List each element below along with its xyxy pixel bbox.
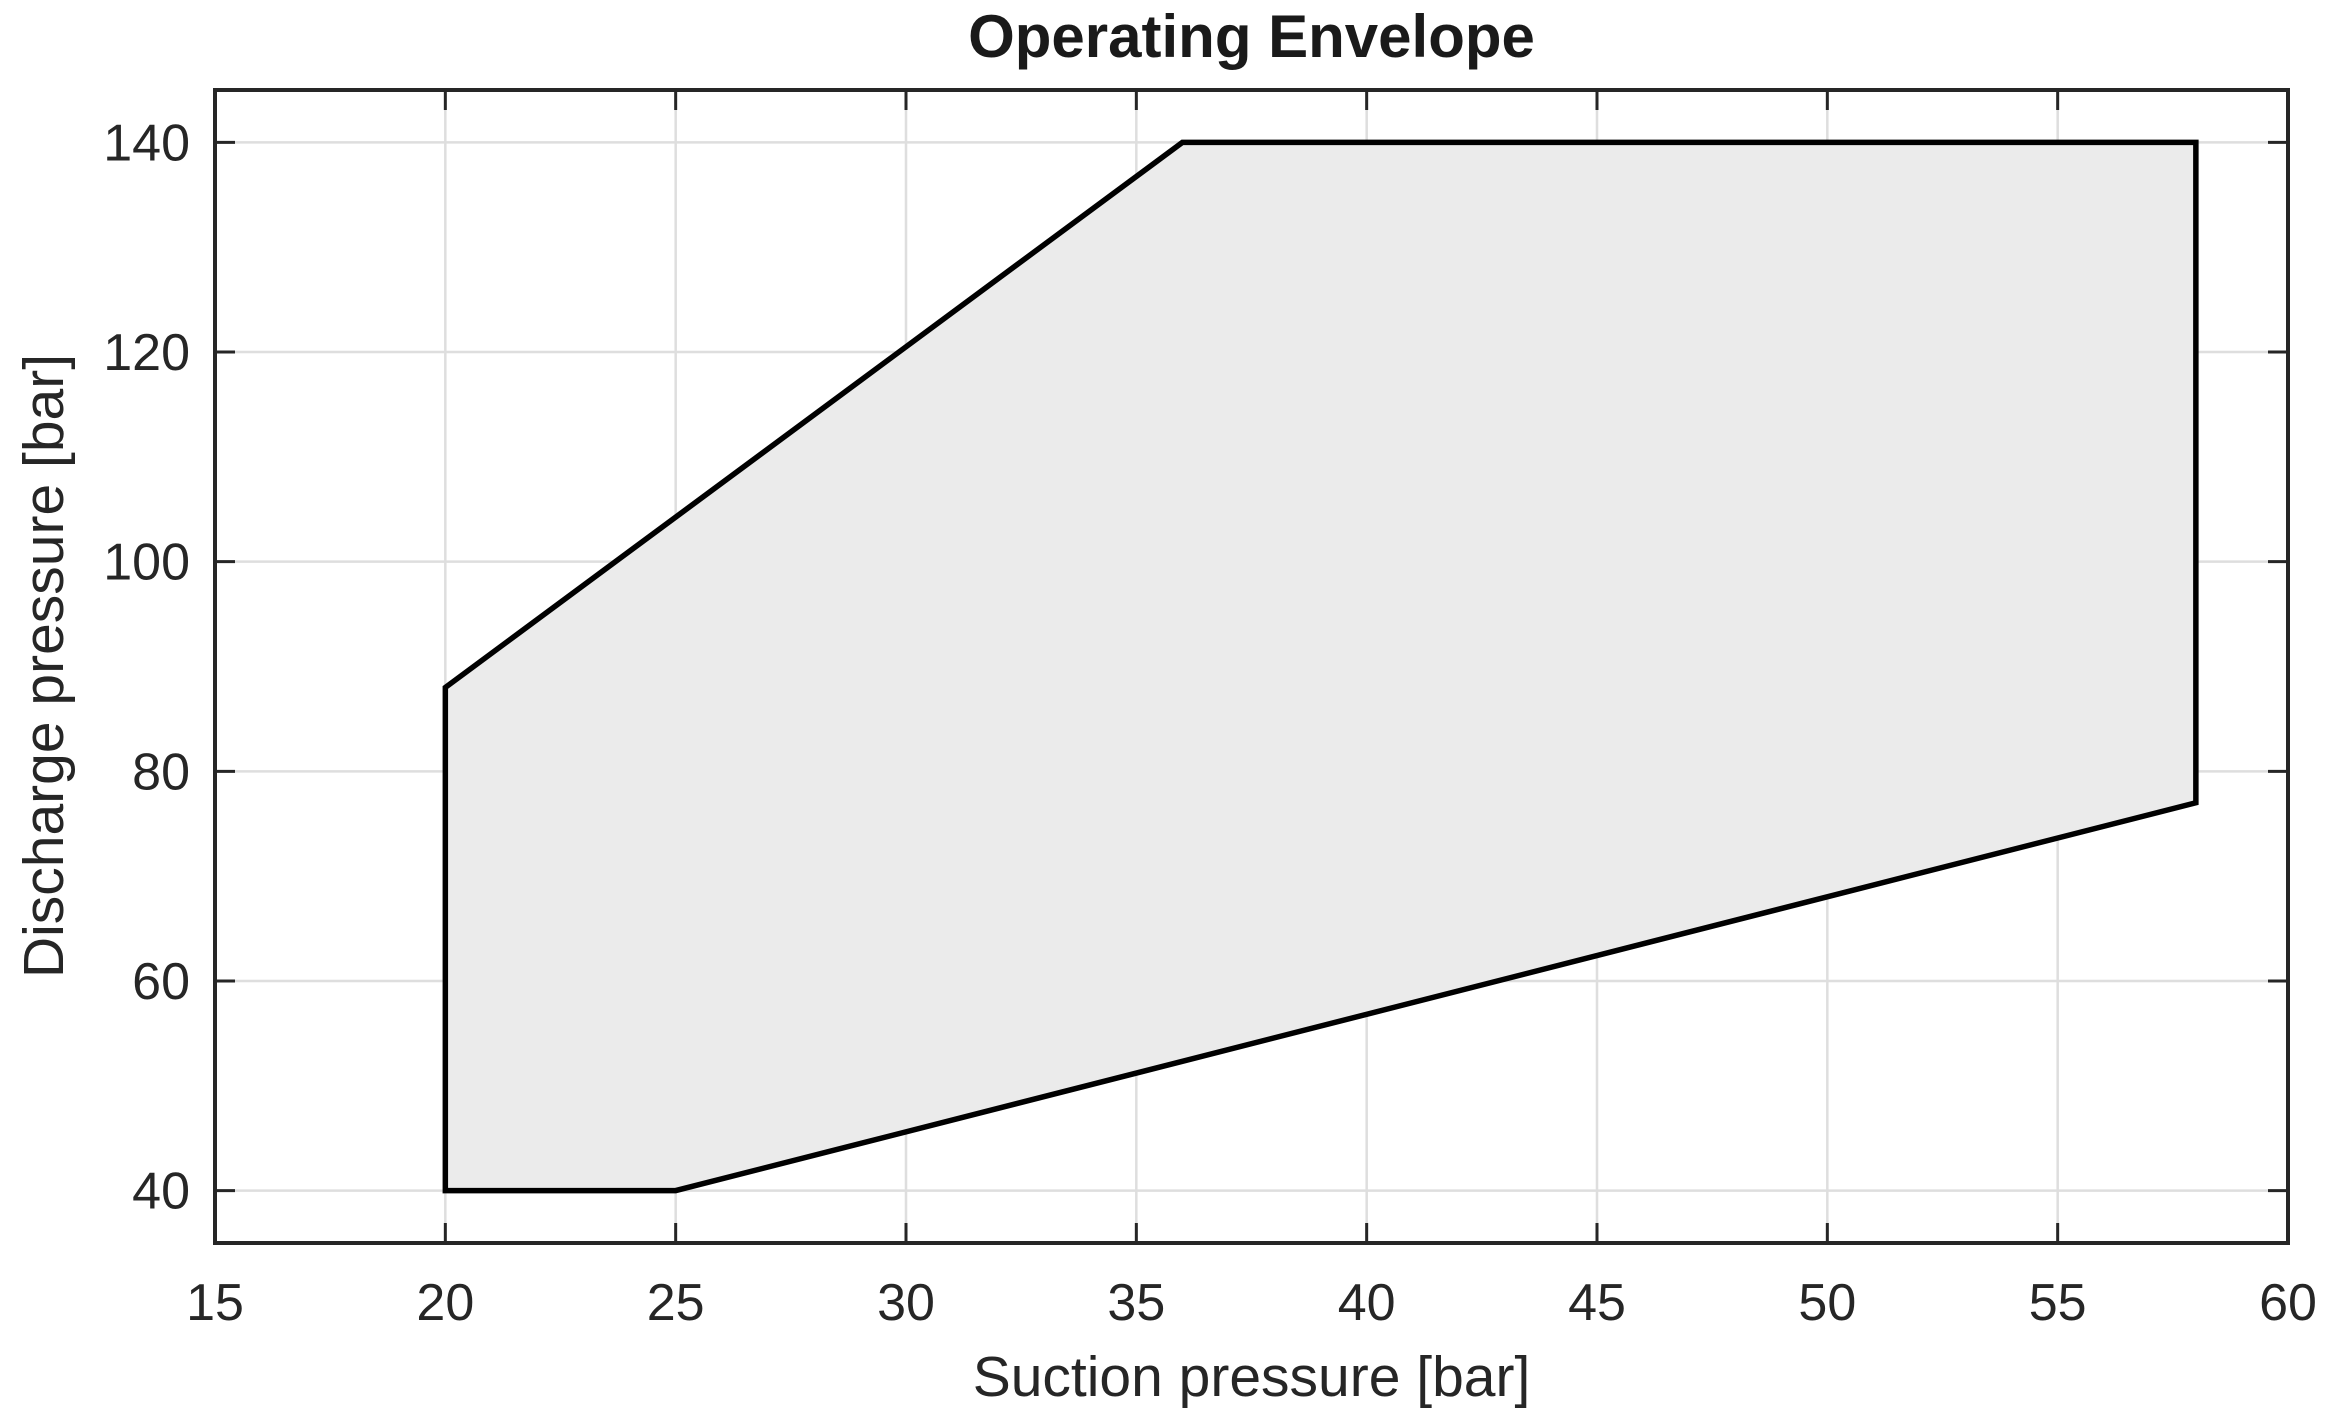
x-tick-label: 15	[186, 1274, 244, 1332]
y-tick-labels: 40 60 80 100 120 140	[103, 114, 190, 1220]
envelope-polygon	[442, 139, 2199, 1194]
chart-title: Operating Envelope	[968, 3, 1535, 70]
y-tick-label: 60	[132, 953, 190, 1011]
x-tick-label: 45	[1568, 1274, 1626, 1332]
y-tick-label: 80	[132, 743, 190, 801]
x-tick-label: 40	[1338, 1274, 1396, 1332]
x-tick-label: 50	[1798, 1274, 1856, 1332]
x-tick-label: 25	[647, 1274, 705, 1332]
tick-marks	[213, 90, 2290, 1243]
x-axis-label: Suction pressure [bar]	[972, 1345, 1531, 1409]
y-tick-label: 40	[132, 1163, 190, 1221]
y-tick-label: 120	[103, 324, 190, 382]
x-tick-label: 60	[2259, 1274, 2317, 1332]
y-tick-label: 100	[103, 534, 190, 592]
y-axis-label: Discharge pressure [bar]	[12, 353, 76, 979]
x-tick-labels: 15 20 25 30 35 40 45 50 55 60	[186, 1274, 2317, 1332]
x-tick-label: 30	[877, 1274, 935, 1332]
x-tick-label: 35	[1107, 1274, 1165, 1332]
x-tick-label: 55	[2029, 1274, 2087, 1332]
y-tick-label: 140	[103, 114, 190, 172]
x-tick-label: 20	[416, 1274, 474, 1332]
axes-box	[213, 88, 2290, 1245]
